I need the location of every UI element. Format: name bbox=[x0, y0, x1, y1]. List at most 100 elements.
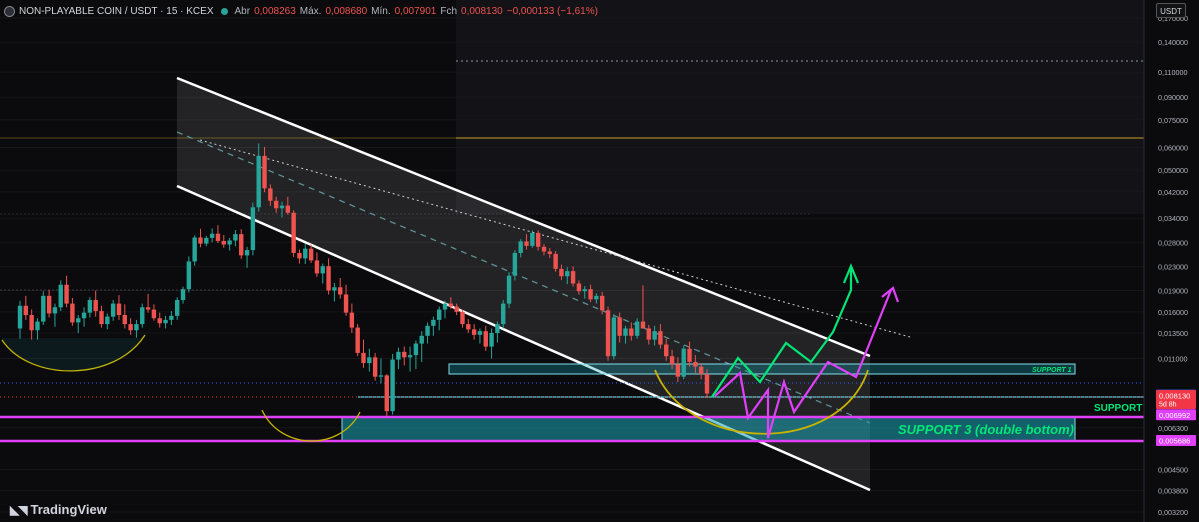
candle-body bbox=[477, 331, 483, 335]
support-2-label: SUPPORT 2 bbox=[1094, 403, 1151, 414]
coin-logo-icon bbox=[4, 5, 15, 17]
candle-body bbox=[518, 241, 523, 253]
price-tick-label: 0,003200 bbox=[1158, 508, 1188, 517]
candle-body bbox=[268, 188, 273, 201]
candle-body bbox=[308, 248, 314, 261]
candle-body bbox=[186, 261, 192, 290]
candle-body bbox=[372, 357, 378, 377]
candle-body bbox=[285, 205, 291, 213]
candle-body bbox=[192, 237, 197, 262]
candle-body bbox=[402, 351, 407, 358]
candle-body bbox=[629, 328, 634, 336]
candle-body bbox=[140, 307, 145, 325]
candle-body bbox=[524, 241, 529, 246]
candle-body bbox=[262, 155, 267, 189]
channel-midline bbox=[176, 131, 871, 424]
candle-body bbox=[611, 317, 617, 357]
candle-body bbox=[634, 321, 640, 336]
candle-body bbox=[466, 324, 471, 330]
candle-body bbox=[355, 327, 360, 353]
candle-body bbox=[29, 315, 34, 331]
price-tick-label: 0,050000 bbox=[1158, 166, 1188, 175]
candle-body bbox=[652, 331, 657, 340]
candle-body bbox=[698, 366, 704, 375]
candle-body bbox=[425, 325, 430, 336]
candle-body bbox=[291, 212, 296, 253]
candle-body bbox=[17, 305, 23, 329]
candle-body bbox=[565, 271, 570, 277]
candle-body bbox=[70, 303, 75, 323]
candle-body bbox=[157, 318, 162, 324]
candle-body bbox=[361, 352, 366, 364]
price-tick-label: 0,170000 bbox=[1158, 14, 1188, 23]
candle-body bbox=[116, 303, 122, 316]
price-tick-label: 0,023000 bbox=[1158, 263, 1188, 272]
tradingview-logo[interactable]: ◣◥ TradingView bbox=[10, 502, 107, 517]
close-value: 0,008130 bbox=[461, 5, 503, 17]
price-axis-ticks: 0,170000 0,140000 0,110000 0,090000 0,075000… bbox=[1158, 14, 1188, 517]
descending-channel-fill bbox=[177, 78, 870, 490]
candle-body bbox=[605, 310, 611, 357]
price-tick-label: 0,011000 bbox=[1158, 354, 1187, 363]
candle-body bbox=[454, 306, 459, 312]
candle-body bbox=[41, 295, 46, 322]
candle-body bbox=[209, 233, 215, 238]
candle-body bbox=[413, 343, 419, 356]
price-tick-label: 0,003800 bbox=[1158, 487, 1188, 496]
price-tick-label: 0,006300 bbox=[1158, 424, 1188, 433]
candle-body bbox=[495, 324, 500, 333]
candle-body bbox=[448, 303, 454, 307]
price-badge-label: 0,008130 bbox=[1159, 392, 1190, 401]
tradingview-wordmark: TradingView bbox=[30, 502, 107, 517]
magenta-projection-arrowhead bbox=[881, 286, 900, 303]
candle-body bbox=[460, 311, 465, 325]
candle-body bbox=[559, 268, 564, 277]
candle-body bbox=[442, 303, 448, 310]
candle-body bbox=[687, 348, 692, 362]
symbol-title[interactable]: NON-PLAYABLE COIN / USDT · 15 · KCEX bbox=[19, 5, 214, 17]
candle-body bbox=[303, 248, 308, 259]
candle-body bbox=[169, 315, 174, 320]
price-tick-label: 0,034000 bbox=[1158, 214, 1188, 223]
candle-body bbox=[675, 364, 681, 377]
price-tick-label: 0,004500 bbox=[1158, 466, 1188, 475]
candle-body bbox=[99, 311, 104, 325]
price-axis[interactable] bbox=[1144, 0, 1199, 522]
high-value: 0,008680 bbox=[325, 5, 368, 17]
candle-body bbox=[227, 240, 232, 245]
candle-body bbox=[204, 237, 209, 244]
candle-body bbox=[215, 233, 221, 241]
price-badge-label: 0,006992 bbox=[1159, 411, 1190, 420]
currency-button[interactable]: USDT bbox=[1156, 3, 1186, 18]
candle-body bbox=[250, 207, 256, 251]
candle-body bbox=[76, 318, 81, 323]
candle-body bbox=[600, 295, 605, 311]
candle-body bbox=[163, 319, 168, 324]
candle-body bbox=[640, 321, 646, 329]
candle-body bbox=[512, 252, 518, 276]
candle-body bbox=[221, 240, 226, 245]
candle-body bbox=[297, 252, 302, 259]
candle-body bbox=[81, 312, 87, 319]
support-1-zone bbox=[448, 363, 1076, 375]
candle-body bbox=[198, 237, 203, 244]
candle-body bbox=[541, 246, 547, 252]
open-label: Abr bbox=[234, 5, 251, 17]
candle-body bbox=[501, 303, 506, 325]
candle-body bbox=[436, 309, 442, 320]
close-label: Fch bbox=[440, 5, 458, 17]
candle-body bbox=[664, 344, 669, 357]
candle-body bbox=[58, 284, 63, 308]
candle-body bbox=[471, 329, 477, 335]
candle-body bbox=[35, 321, 40, 331]
candle-body bbox=[681, 348, 686, 377]
candle-body bbox=[483, 331, 488, 347]
low-label: Mín. bbox=[371, 5, 391, 17]
candle-body bbox=[326, 266, 331, 291]
candle-body bbox=[390, 359, 395, 412]
candle-countdown-label: 5d 8h bbox=[1159, 402, 1177, 409]
rounded-bottom-left-arc bbox=[1, 334, 146, 372]
candle-body bbox=[704, 374, 710, 394]
